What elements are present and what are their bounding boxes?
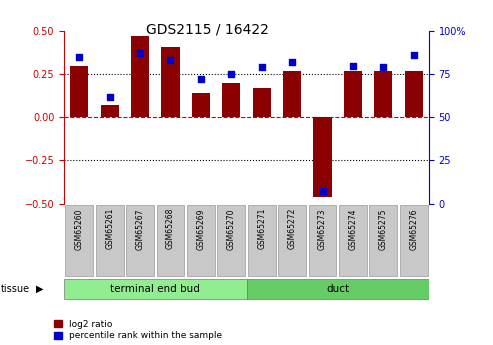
- FancyBboxPatch shape: [96, 205, 124, 276]
- Text: GSM65270: GSM65270: [227, 208, 236, 249]
- FancyBboxPatch shape: [126, 205, 154, 276]
- Text: GSM65275: GSM65275: [379, 208, 388, 249]
- Point: [136, 51, 144, 56]
- Legend: log2 ratio, percentile rank within the sample: log2 ratio, percentile rank within the s…: [54, 320, 222, 341]
- Bar: [101, 105, 119, 117]
- Point: [258, 65, 266, 70]
- Text: GSM65268: GSM65268: [166, 208, 175, 249]
- Point: [197, 77, 205, 82]
- Point: [167, 58, 175, 63]
- FancyBboxPatch shape: [64, 279, 246, 299]
- Point: [410, 52, 418, 58]
- Bar: [314, 117, 332, 197]
- FancyBboxPatch shape: [339, 205, 367, 276]
- Text: GSM65261: GSM65261: [105, 208, 114, 249]
- Text: GSM65272: GSM65272: [287, 208, 297, 249]
- FancyBboxPatch shape: [65, 205, 93, 276]
- Bar: [374, 71, 392, 117]
- FancyBboxPatch shape: [187, 205, 215, 276]
- FancyBboxPatch shape: [246, 279, 429, 299]
- Bar: [222, 83, 241, 117]
- Text: tissue: tissue: [1, 284, 30, 294]
- Text: GSM65271: GSM65271: [257, 208, 266, 249]
- Point: [318, 189, 326, 194]
- Bar: [252, 88, 271, 117]
- Bar: [192, 93, 210, 117]
- Bar: [405, 71, 423, 117]
- FancyBboxPatch shape: [278, 205, 306, 276]
- Text: duct: duct: [326, 284, 349, 294]
- Point: [349, 63, 357, 68]
- Bar: [131, 36, 149, 117]
- FancyBboxPatch shape: [247, 205, 276, 276]
- Point: [75, 54, 83, 60]
- Text: terminal end bud: terminal end bud: [110, 284, 200, 294]
- Text: GDS2115 / 16422: GDS2115 / 16422: [145, 22, 269, 37]
- Point: [288, 59, 296, 65]
- Bar: [344, 71, 362, 117]
- Text: GSM65274: GSM65274: [349, 208, 357, 249]
- Text: GSM65273: GSM65273: [318, 208, 327, 249]
- Text: GSM65276: GSM65276: [409, 208, 418, 249]
- Point: [106, 94, 113, 99]
- Point: [227, 71, 235, 77]
- Bar: [70, 66, 88, 117]
- FancyBboxPatch shape: [369, 205, 397, 276]
- Text: GSM65260: GSM65260: [75, 208, 84, 249]
- Point: [380, 65, 387, 70]
- Text: GSM65267: GSM65267: [136, 208, 144, 249]
- Bar: [161, 47, 179, 117]
- FancyBboxPatch shape: [217, 205, 246, 276]
- Bar: [283, 71, 301, 117]
- FancyBboxPatch shape: [309, 205, 337, 276]
- Text: ▶: ▶: [35, 284, 43, 294]
- Text: GSM65269: GSM65269: [196, 208, 206, 249]
- FancyBboxPatch shape: [156, 205, 184, 276]
- FancyBboxPatch shape: [400, 205, 428, 276]
